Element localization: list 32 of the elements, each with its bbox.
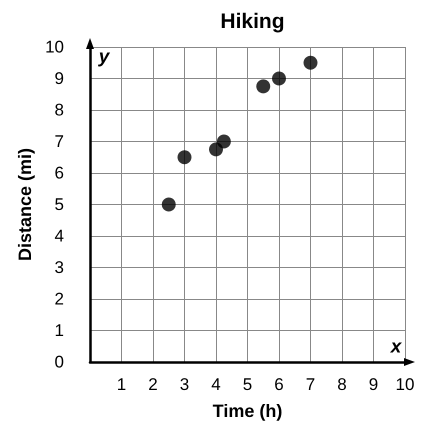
y-tick-label: 2	[54, 290, 64, 308]
point	[256, 79, 270, 94]
point	[178, 150, 192, 164]
x-tick-label: 1	[116, 375, 126, 394]
y-tick-label: 3	[54, 258, 64, 277]
x-tick-label: 5	[242, 375, 252, 394]
y-tick-label: 4	[54, 226, 64, 246]
y-tick-label: 5	[54, 195, 64, 214]
x-tick-label: 8	[337, 375, 347, 394]
point	[272, 72, 286, 86]
x-tick-label: 3	[180, 375, 190, 394]
x-tick-label: 10	[396, 375, 414, 394]
y-tick-label: 9	[54, 69, 64, 88]
x-tick-label: 9	[368, 375, 378, 394]
y-tick-label: 0	[54, 352, 64, 372]
annotation: x	[390, 336, 403, 358]
x-axis-title: Time (h)	[212, 401, 282, 421]
x-tick-label: 6	[274, 375, 284, 394]
chart-title: Hiking	[220, 10, 285, 33]
x-tick-label: 7	[306, 375, 316, 394]
point	[216, 134, 231, 148]
y-tick-label: 8	[54, 100, 64, 120]
x-tick-label: 2	[148, 375, 158, 394]
y-tick-label: 1	[54, 321, 64, 340]
point	[162, 198, 176, 212]
annotation: y	[98, 46, 111, 68]
y-tick-label: 7	[54, 132, 64, 151]
y-axis-title: Distance (mi)	[15, 148, 36, 262]
x-tick-label: 4	[211, 375, 221, 394]
point	[304, 56, 318, 70]
y-tick-label: 10	[45, 38, 64, 56]
y-tick-label: 6	[54, 164, 64, 182]
